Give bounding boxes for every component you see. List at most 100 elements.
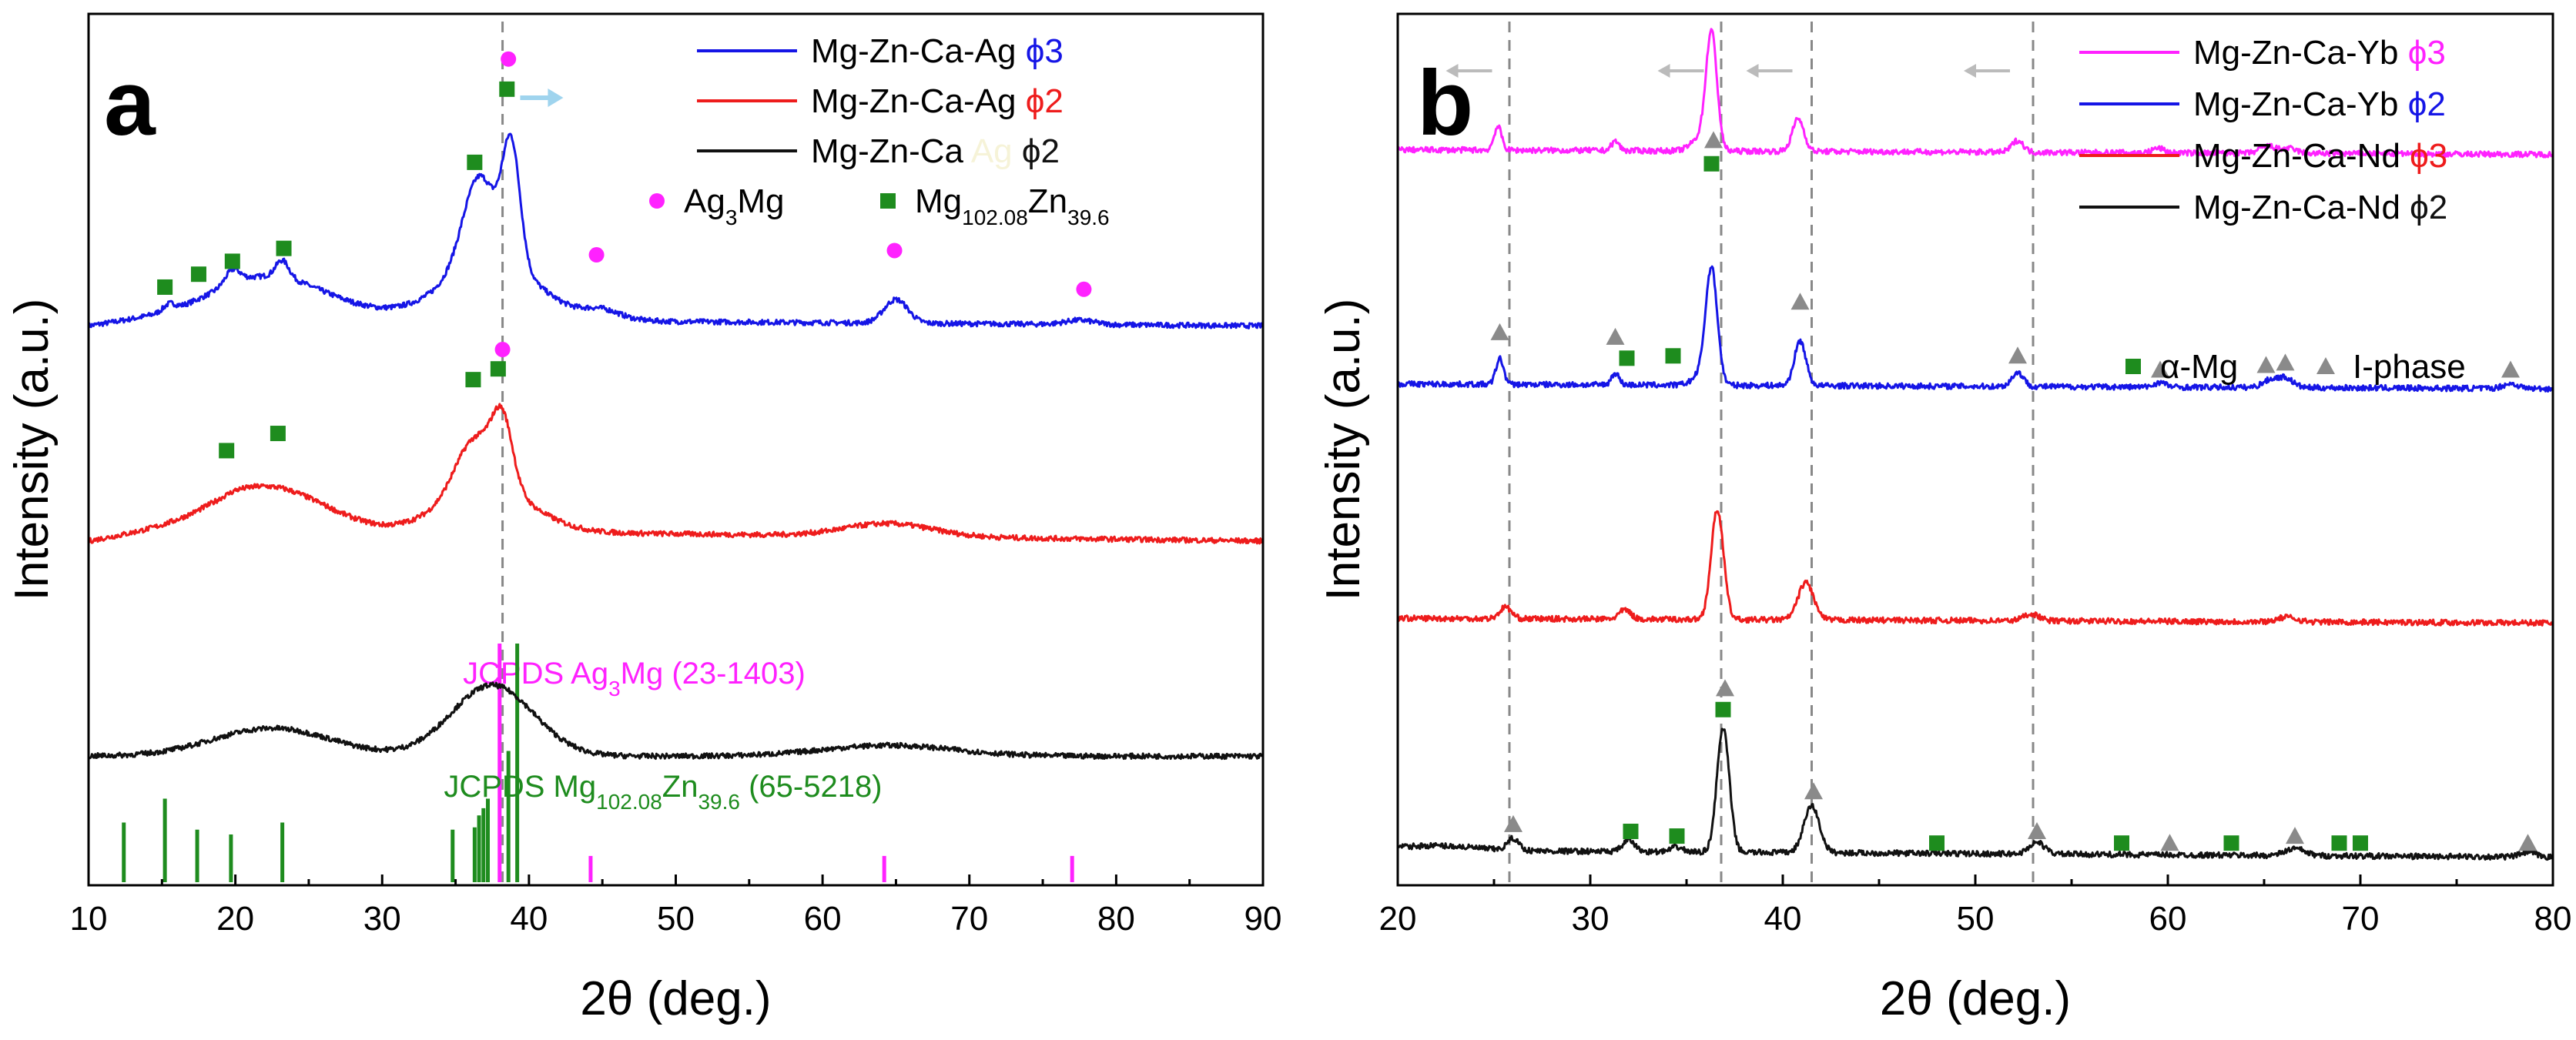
square-marker (2331, 835, 2347, 851)
square-marker (2223, 835, 2239, 851)
x-tick-label: 60 (804, 900, 842, 938)
reference-label-sub: 102.08 (596, 790, 662, 814)
square-marker (1929, 835, 1945, 851)
square-marker (490, 361, 506, 377)
triangle-marker (1606, 327, 1625, 345)
legend-suffix: ϕ2 (2408, 85, 2446, 123)
legend-name: Mg-Zn-Ca-Ag (811, 82, 1026, 120)
square-marker (224, 253, 240, 269)
legend-marker-text: Zn (1028, 182, 1067, 220)
x-tick-label: 30 (1572, 900, 1610, 938)
square-marker (2114, 835, 2129, 851)
x-axis-title: 2θ (deg.) (1880, 972, 2071, 1025)
series-trace-blue (87, 132, 1264, 329)
legend-entry: Mg-Zn-Ca-Nd ϕ2 (2193, 189, 2447, 226)
square-marker (219, 443, 235, 459)
reference-label-sub: 3 (608, 677, 621, 701)
square-marker (1623, 824, 1639, 840)
circle-marker (1076, 281, 1092, 297)
legend-marker-square (880, 193, 896, 209)
shift-arrow-head (1445, 64, 1459, 78)
circle-marker (588, 247, 605, 263)
legend-marker-sub: 39.6 (1067, 206, 1110, 229)
triangle-marker (2518, 834, 2537, 851)
x-tick-label: 50 (657, 900, 695, 938)
triangle-marker (2286, 827, 2304, 844)
legend-marker-text: Mg (737, 182, 784, 220)
triangle-marker (2276, 353, 2295, 371)
y-axis-title: Intensity (a.u.) (1317, 299, 1370, 601)
series-trace-magenta (1396, 28, 2554, 159)
legend-suffix: ϕ3 (1026, 32, 1064, 70)
reference-label-sub: 39.6 (698, 790, 740, 814)
triangle-marker (1716, 679, 1734, 697)
legend-name: Mg-Zn-Ca (811, 132, 971, 170)
square-marker (270, 426, 286, 442)
reference-label-part: JCPDS Mg (444, 770, 596, 804)
triangle-marker (2160, 834, 2179, 851)
x-tick-label: 10 (70, 900, 108, 938)
triangle-marker (2256, 356, 2276, 373)
legend-name: Mg-Zn-Ca-Nd (2193, 189, 2410, 226)
legend-marker-sub: 3 (725, 206, 738, 229)
x-tick-label: 50 (1957, 900, 1995, 938)
reference-label-part: (65-5218) (740, 770, 883, 804)
x-tick-label: 70 (950, 900, 988, 938)
x-tick-label: 30 (363, 900, 401, 938)
legend-marker-text: Mg (915, 182, 962, 220)
panel-b: 20 30 40 50 60 70 80 2θ (deg.) Intensity (a.u.) b… (1317, 12, 2572, 1025)
triangle-marker (1504, 814, 1522, 832)
reference-label-part: Zn (662, 770, 698, 804)
legend-entry: Mg-Zn-Ca-Ag ϕ2 (811, 82, 1064, 120)
legend-entry: Mg-Zn-Ca Ag ϕ2 (811, 132, 1060, 170)
legend-marker-text: I-phase (2353, 348, 2466, 386)
x-tick-label: 60 (2149, 900, 2187, 938)
legend-marker-circle (649, 193, 665, 209)
legend-name: Mg-Zn-Ca-Ag (811, 32, 1026, 70)
legend-entry: Mg-Zn-Ca-Yb ϕ3 (2193, 34, 2446, 72)
legend-marker-text: α-Mg (2160, 348, 2238, 386)
legend-marker-label: Mg102.08Zn39.6 (915, 182, 1110, 229)
circle-marker (886, 242, 903, 259)
x-tick-label: 20 (1379, 900, 1417, 938)
triangle-marker (2151, 360, 2169, 378)
legend-suffix: ϕ2 (1022, 132, 1060, 170)
x-tick-label: 90 (1244, 900, 1282, 938)
square-marker (276, 240, 292, 256)
series-trace-red (87, 403, 1265, 545)
x-tick-label: 80 (1097, 900, 1135, 938)
legend-entry: Mg-Zn-Ca-Nd ϕ3 (2193, 137, 2447, 175)
square-marker (499, 81, 515, 97)
legend-marker-label: Ag3Mg (684, 182, 785, 229)
series-trace-black (1396, 727, 2554, 861)
triangle-marker (1490, 323, 1509, 340)
series-trace-black (87, 681, 1264, 761)
legend-suffix: ϕ3 (2408, 34, 2446, 72)
x-axis-title: 2θ (deg.) (580, 972, 771, 1025)
legend-suffix: ϕ2 (2410, 189, 2447, 226)
legend-marker-label: I-phase (2353, 348, 2466, 386)
legend-entry: Mg-Zn-Ca-Ag ϕ3 (811, 32, 1064, 70)
legend-name: Mg-Zn-Ca-Nd (2193, 137, 2410, 175)
shift-arrow-head (548, 89, 564, 108)
x-tick-label: 80 (2534, 900, 2572, 938)
panel-letter: a (104, 52, 156, 155)
shift-arrow-head (1964, 64, 1976, 78)
x-tick-label: 70 (2342, 900, 2380, 938)
legend-marker-triangle (2316, 357, 2335, 374)
triangle-marker (1790, 293, 1810, 310)
legend-suffix: ϕ3 (2410, 137, 2447, 175)
square-marker (465, 372, 481, 388)
triangle-marker (2008, 346, 2027, 364)
square-marker (190, 266, 206, 283)
square-marker (1715, 701, 1731, 717)
square-marker (1665, 348, 1681, 364)
square-marker (1703, 155, 1720, 172)
legend-marker-label: α-Mg (2160, 348, 2238, 386)
triangle-marker (1704, 131, 1723, 149)
panel-a: JCPDS Ag3Mg (23-1403)JCPDS Mg102.08Zn39.… (5, 12, 1282, 1025)
square-marker (1619, 350, 1635, 366)
reference-label: JCPDS Mg102.08Zn39.6 (65-5218) (444, 770, 882, 814)
legend-suffix: ϕ2 (1026, 82, 1064, 120)
